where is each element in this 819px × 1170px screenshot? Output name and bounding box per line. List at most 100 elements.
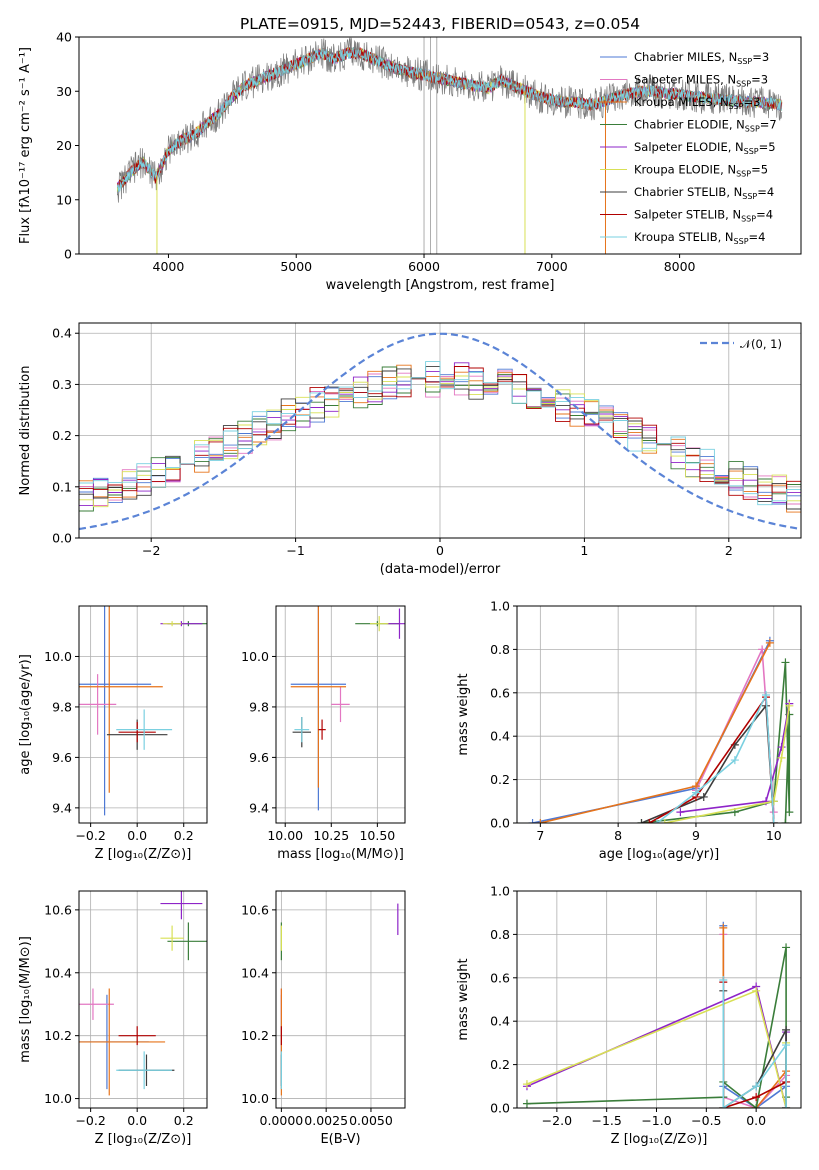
weight-point: [785, 808, 794, 817]
axes-frame: [516, 890, 802, 1109]
errorbar-kroupa-elodie: [369, 616, 389, 632]
x-axis-label: Z [log₁₀(Z/Z⊙)]: [95, 847, 192, 862]
chart-weight-vs-Z: −2.0 −1.5 −1.0 −0.5 0.0 0.0 0.2 0.4 0.6 0.8 1.0 Z […: [456, 884, 802, 1147]
x-tick-label: 0.0000: [260, 1113, 304, 1128]
weight-line-kroupa-miles: [540, 642, 771, 823]
x-tick-label: −0.2: [75, 828, 105, 843]
x-tick-label: −0.5: [691, 1113, 721, 1128]
weight-point: [782, 1041, 791, 1050]
errorbar-kroupa-miles: [79, 606, 163, 793]
x-tick-label: 0: [436, 543, 444, 558]
legend-entry: Chabrier ELODIE, NSSP=7: [634, 118, 777, 134]
y-tick-label: 0.8: [490, 642, 510, 657]
y-tick-label: 10.6: [44, 902, 72, 917]
weight-point: [785, 701, 794, 710]
weight-point: [782, 1025, 791, 1034]
y-tick-label: 9.8: [249, 699, 269, 714]
x-tick-label: 7000: [536, 259, 568, 274]
errorbar-kroupa-stelib: [116, 709, 173, 750]
weight-line-salpeter-miles: [695, 646, 775, 813]
axes-frame: [275, 605, 406, 824]
x-axis-label: (data-model)/error: [380, 562, 501, 577]
weight-point: [752, 1082, 761, 1091]
weight-point: [653, 819, 662, 823]
weight-point: [730, 756, 739, 765]
legend-entry: Kroupa STELIB, NSSP=4: [634, 230, 765, 246]
x-tick-label: 10.50: [359, 828, 395, 843]
x-tick-label: 10: [766, 828, 782, 843]
weight-point: [522, 1080, 531, 1089]
y-tick-label: 0.4: [490, 1014, 510, 1029]
y-tick-label: 10.6: [241, 902, 269, 917]
axes-frame: [516, 605, 802, 824]
y-tick-label: 9.4: [52, 800, 72, 815]
x-tick-label: 0.0050: [349, 1113, 393, 1128]
x-axis-label: Z [log₁₀(Z/Z⊙)]: [611, 1132, 708, 1147]
axes-frame: [78, 36, 802, 255]
x-tick-label: 0.0: [746, 1113, 766, 1128]
errorbar-kroupa-stelib: [116, 1051, 173, 1090]
plot-area: [290, 606, 405, 811]
plot-area: [79, 606, 207, 816]
weight-point: [752, 1104, 761, 1108]
x-tick-label: −1.0: [641, 1113, 671, 1128]
y-tick-label: 0.6: [490, 970, 510, 985]
x-axis-label: wavelength [Angstrom, rest frame]: [326, 278, 555, 293]
y-axis-label: age [log₁₀(age/yr)]: [18, 654, 33, 775]
chart-mass-vs-Z: −0.2 0.0 0.2 10.0 10.2 10.4 10.6 Z [log₁₀(Z/Z⊙)…: [18, 890, 208, 1147]
histogram-kroupa-stelib: [79, 361, 801, 506]
errorbar-salpeter-stelib: [118, 722, 156, 743]
x-tick-label: −2.0: [542, 1113, 572, 1128]
axes-frame: [78, 322, 802, 539]
errorbar-salpeter-miles: [79, 674, 117, 735]
legend-entry: 𝒩(0, 1): [740, 337, 782, 351]
y-tick-label: 10.4: [44, 965, 72, 980]
weight-line-chabrier-miles: [722, 925, 787, 1108]
errorbar-kroupa-stelib: [294, 717, 310, 743]
y-tick-label: 10.2: [241, 1028, 269, 1043]
y-axis-label: Normed distribution: [18, 366, 33, 496]
chart-age-vs-mass: 10.00 10.25 10.50 9.4 9.6 9.8 10.0 mass [log₁₀(…: [241, 605, 406, 862]
axes-frame: [78, 890, 208, 1109]
y-tick-label: 9.6: [249, 750, 269, 765]
errorbar-kroupa-elodie: [160, 925, 184, 951]
x-axis-label: Z [log₁₀(Z/Z⊙)]: [95, 1132, 192, 1147]
plot-area: [79, 891, 207, 1096]
y-tick-label: 10: [56, 192, 72, 207]
y-axis-label: mass weight: [456, 673, 471, 755]
y-tick-label: 0.0: [52, 531, 72, 546]
errorbar-chabrier-elodie: [167, 922, 207, 961]
chart-spectrum: 4000 5000 6000 7000 8000 0 10 20 30 40 Chabrier MI…: [18, 30, 802, 293]
figure-title: PLATE=0915, MJD=52443, FIBERID=0543, z=0…: [240, 15, 640, 33]
x-tick-label: −1.5: [592, 1113, 622, 1128]
weight-point: [522, 1099, 531, 1108]
y-tick-label: 9.6: [52, 750, 72, 765]
x-tick-label: 8000: [664, 259, 696, 274]
x-tick-label: −2: [142, 543, 160, 558]
weight-point: [769, 797, 778, 806]
y-tick-label: 0.6: [490, 685, 510, 700]
errorbar-chabrier-miles: [79, 606, 152, 816]
axes-frame: [78, 605, 208, 824]
x-tick-label: 9: [692, 828, 700, 843]
weight-point: [769, 819, 778, 823]
y-tick-label: 20: [56, 138, 72, 153]
y-tick-label: 0.3: [52, 377, 72, 392]
plot-area: [280, 903, 399, 1096]
plot-area: [79, 332, 801, 531]
y-tick-label: 0.4: [490, 729, 510, 744]
weight-point: [660, 819, 669, 823]
x-tick-label: 1: [580, 543, 588, 558]
y-axis-label: mass [log₁₀(M/M⊙)]: [18, 936, 33, 1063]
y-tick-label: 0: [64, 247, 72, 262]
y-tick-label: 0.4: [52, 326, 72, 341]
y-tick-label: 0.2: [490, 1057, 510, 1072]
weight-point: [761, 797, 770, 806]
y-tick-label: 10.2: [44, 1028, 72, 1043]
legend-entry: Salpeter MILES, NSSP=3: [634, 73, 768, 89]
weight-point: [761, 690, 770, 699]
x-tick-label: 6000: [408, 259, 440, 274]
weight-point: [758, 645, 767, 654]
weight-point: [676, 808, 685, 817]
weight-line-kroupa-miles: [722, 927, 787, 1108]
